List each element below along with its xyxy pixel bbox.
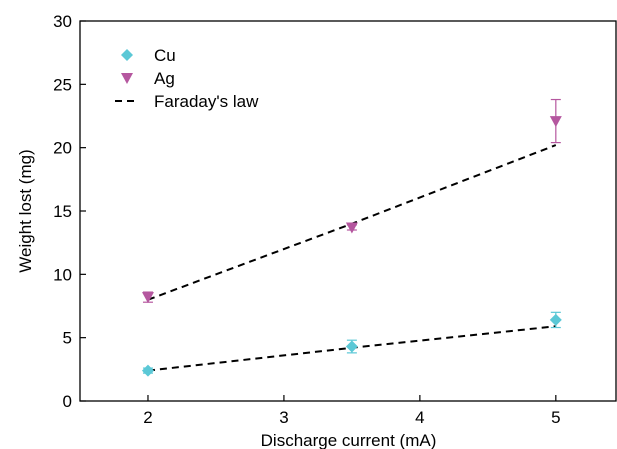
y-tick-label: 20 [53, 139, 72, 158]
x-tick-label: 4 [415, 408, 424, 427]
data-point-ag [549, 116, 562, 128]
y-tick-label: 0 [63, 392, 72, 411]
legend-item: Cu [121, 46, 176, 65]
x-axis-title: Discharge current (mA) [261, 431, 437, 449]
y-tick-label: 15 [53, 202, 72, 221]
y-tick-label: 10 [53, 265, 72, 284]
y-tick-label: 30 [53, 12, 72, 31]
x-tick-label: 3 [279, 408, 288, 427]
y-axis-title: Weight lost (mg) [16, 149, 35, 272]
data-point-cu [141, 364, 154, 377]
legend-item: Faraday's law [115, 92, 259, 111]
y-tick-label: 25 [53, 75, 72, 94]
data-point-cu [345, 340, 358, 353]
legend-symbol [121, 49, 133, 61]
fit-line [147, 144, 557, 301]
plot-area [141, 98, 562, 377]
y-tick-label: 5 [63, 329, 72, 348]
legend: Cu Ag Faraday's law [115, 46, 259, 111]
data-point-cu [549, 313, 562, 326]
data-point-ag [141, 292, 154, 304]
legend-symbol [121, 73, 133, 84]
legend-label: Ag [154, 69, 175, 88]
data-point-ag [345, 222, 358, 234]
x-tick-label: 5 [551, 408, 560, 427]
x-tick-label: 2 [143, 408, 152, 427]
legend-label: Cu [154, 46, 176, 65]
legend-label: Faraday's law [154, 92, 259, 111]
legend-item: Ag [121, 69, 175, 88]
axis-ticks: 2 3 4 5 0 5 10 15 20 25 30 [53, 12, 560, 427]
